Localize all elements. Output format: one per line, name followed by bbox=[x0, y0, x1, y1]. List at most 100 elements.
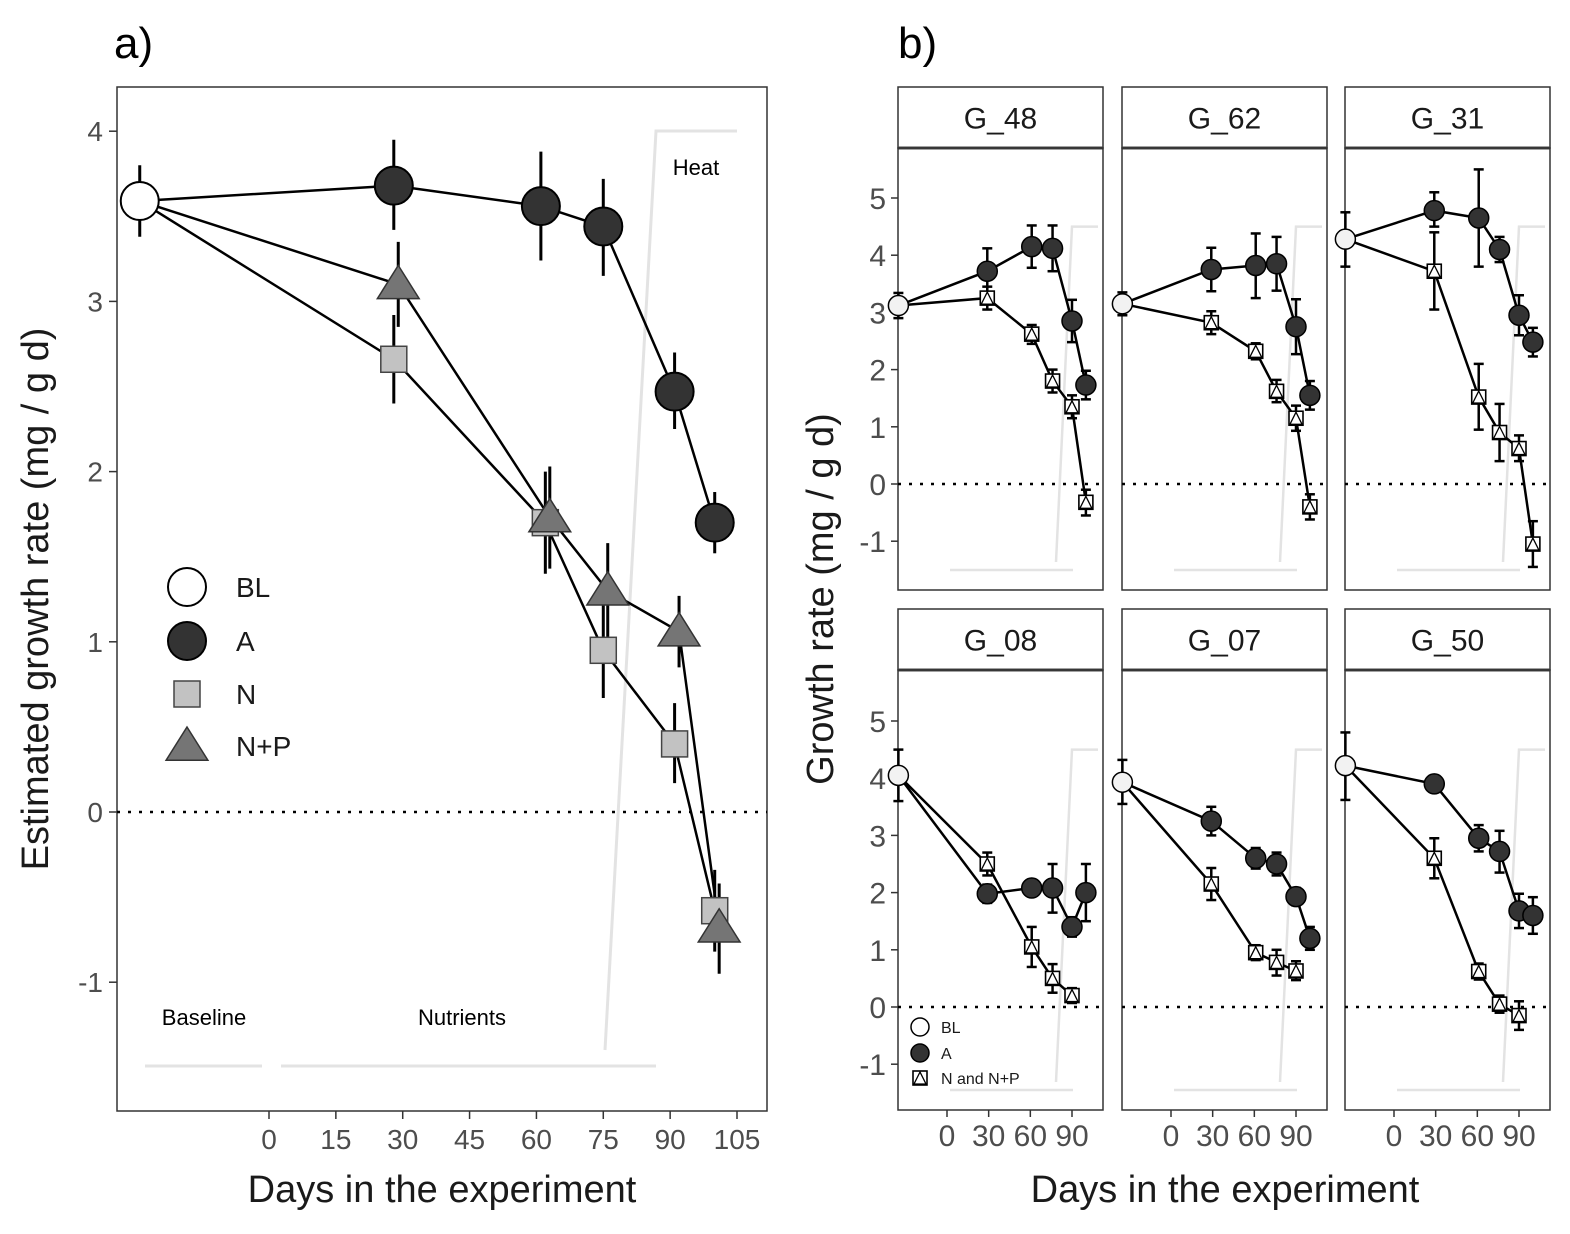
legend-marker-np bbox=[164, 725, 210, 761]
x-tick-label: 0 bbox=[1163, 1120, 1180, 1153]
annotation-nutrients: Nutrients bbox=[418, 1005, 506, 1030]
data-point-np-triangle bbox=[1248, 945, 1263, 960]
data-point-a bbox=[1265, 853, 1288, 875]
y-tick-label: 0 bbox=[87, 797, 103, 828]
data-point-np-triangle bbox=[1064, 399, 1080, 414]
y-tick-label: 2 bbox=[87, 457, 103, 488]
legend-label: N and N+P bbox=[941, 1071, 1020, 1088]
x-tick-label: 0 bbox=[939, 1120, 956, 1153]
data-point-np-triangle bbox=[1045, 970, 1060, 986]
y-tick-label: 4 bbox=[87, 116, 103, 147]
data-point-np-triangle bbox=[1471, 964, 1486, 979]
facet-strip-label: G_48 bbox=[964, 103, 1037, 136]
legend-marker-triangle bbox=[912, 1070, 928, 1085]
data-point-a bbox=[1041, 237, 1064, 260]
x-tick-label: 45 bbox=[454, 1124, 485, 1155]
facet-strip bbox=[1121, 86, 1328, 149]
x-tick-label: 30 bbox=[1196, 1120, 1229, 1153]
data-point-a bbox=[1299, 384, 1321, 407]
data-point-np-triangle bbox=[1204, 315, 1219, 330]
data-point-np-triangle bbox=[1492, 425, 1507, 440]
facet-g_48: G_48 -1 0 1 2 3 4 5 bbox=[859, 86, 1104, 591]
data-point-np bbox=[585, 570, 631, 606]
facet-frame bbox=[1121, 669, 1328, 1111]
data-point-bl bbox=[1334, 754, 1357, 777]
data-point-n bbox=[660, 730, 689, 758]
heat-phase-line bbox=[1501, 748, 1545, 1083]
facet-strip bbox=[1344, 608, 1551, 671]
data-point-a bbox=[1488, 238, 1511, 261]
data-point-a bbox=[1061, 310, 1083, 332]
data-point-bl bbox=[119, 180, 160, 221]
x-tick-label: 60 bbox=[1014, 1120, 1047, 1153]
x-tick-label: 75 bbox=[588, 1124, 619, 1155]
panel-b-y-axis-label: Growth rate (mg / g d) bbox=[800, 413, 842, 785]
y-tick-label: 4 bbox=[869, 763, 886, 796]
x-tick-label: 30 bbox=[972, 1120, 1005, 1153]
y-tick-label: 5 bbox=[869, 183, 886, 216]
data-point-a bbox=[1299, 927, 1321, 950]
y-tick-label: 3 bbox=[869, 297, 886, 330]
facet-strip-label: G_62 bbox=[1188, 103, 1261, 136]
facet-g_50: G_50 0 30 60 90 bbox=[1334, 608, 1551, 1153]
legend-label: BL bbox=[941, 1020, 961, 1037]
data-point-np bbox=[656, 611, 702, 647]
data-point-np-triangle bbox=[1064, 988, 1080, 1003]
x-tick-label: 0 bbox=[261, 1124, 277, 1155]
data-point-np-triangle bbox=[1302, 499, 1317, 514]
facet-g_08: G_08 -1 0 1 2 3 4 5 0 30 60 90 BL A N and N+P bbox=[859, 608, 1104, 1153]
y-tick-label: 4 bbox=[869, 240, 886, 273]
annotation-baseline: Baseline bbox=[162, 1005, 246, 1030]
data-point-np-triangle bbox=[980, 290, 995, 305]
y-tick-label: 2 bbox=[869, 355, 886, 388]
x-tick-label: 15 bbox=[320, 1124, 351, 1155]
facet-frame bbox=[1121, 147, 1328, 591]
data-point-a bbox=[1075, 881, 1097, 904]
data-point-a bbox=[373, 165, 414, 206]
data-point-np-triangle bbox=[1525, 536, 1540, 551]
facet-strip-label: G_50 bbox=[1411, 625, 1484, 658]
data-point-a bbox=[1244, 847, 1267, 870]
facet-g_62: G_62 bbox=[1111, 86, 1328, 591]
data-point-bl bbox=[1334, 228, 1357, 250]
legend-marker-a bbox=[910, 1043, 930, 1063]
data-point-np-triangle bbox=[1511, 441, 1527, 456]
data-point-a bbox=[583, 206, 624, 247]
data-point-np-triangle bbox=[1204, 876, 1219, 891]
data-point-np-triangle bbox=[1248, 343, 1263, 358]
facet-strip bbox=[1121, 608, 1328, 671]
data-point-np-triangle bbox=[1427, 850, 1442, 865]
data-point-np-triangle bbox=[1045, 373, 1060, 388]
data-point-bl bbox=[887, 764, 910, 787]
data-point-a bbox=[1467, 827, 1490, 850]
legend-label: N+P bbox=[236, 731, 291, 762]
data-point-a bbox=[1423, 199, 1446, 222]
data-point-np-triangle bbox=[1471, 389, 1486, 404]
data-point-bl bbox=[1111, 293, 1134, 315]
facet-strip bbox=[1344, 86, 1551, 149]
series-line-a bbox=[897, 774, 1088, 930]
y-tick-label: 3 bbox=[869, 820, 886, 853]
data-point-np-triangle bbox=[1024, 326, 1039, 341]
series-line-n-and-np bbox=[1344, 238, 1535, 545]
data-point-bl bbox=[887, 294, 910, 317]
heat-phase-line bbox=[1501, 225, 1545, 563]
data-point-np-triangle bbox=[1269, 383, 1284, 398]
data-point-a bbox=[694, 502, 735, 543]
x-tick-label: 90 bbox=[655, 1124, 686, 1155]
data-point-a bbox=[1467, 207, 1490, 229]
x-tick-label: 105 bbox=[714, 1124, 761, 1155]
data-point-a bbox=[1285, 885, 1307, 908]
data-point-a bbox=[1488, 840, 1511, 863]
y-tick-label: 0 bbox=[869, 469, 886, 502]
legend-label: N bbox=[236, 679, 256, 710]
series-line-n-and-np bbox=[1344, 764, 1520, 1017]
x-tick-label: 90 bbox=[1279, 1120, 1312, 1153]
facet-g_31: G_31 bbox=[1334, 86, 1551, 591]
legend-marker-a bbox=[167, 621, 207, 661]
data-point-a bbox=[1522, 331, 1544, 353]
data-point-np-triangle bbox=[1427, 263, 1442, 278]
y-tick-label: 2 bbox=[869, 878, 886, 911]
facet-strip bbox=[897, 608, 1104, 671]
facet-frame bbox=[897, 147, 1104, 591]
